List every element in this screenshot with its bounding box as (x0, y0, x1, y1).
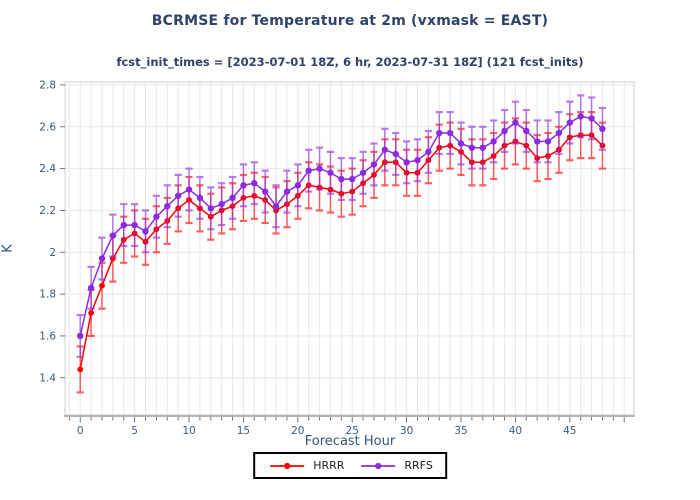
svg-text:5: 5 (131, 425, 138, 437)
legend-label-rrfs: RRFS (404, 459, 433, 472)
svg-text:2.2: 2.2 (39, 205, 56, 217)
series-rrfs (76, 94, 607, 358)
legend-swatch-hrrr-icon (270, 462, 305, 469)
svg-text:45: 45 (563, 425, 576, 437)
svg-text:40: 40 (509, 425, 522, 437)
markers-rrfs (77, 113, 606, 340)
axis-ticks (60, 84, 625, 423)
svg-text:10: 10 (182, 425, 195, 437)
legend-item-hrrr: HRRR (267, 459, 344, 472)
svg-text:1.4: 1.4 (39, 372, 56, 384)
svg-text:15: 15 (237, 425, 250, 437)
svg-text:30: 30 (400, 425, 413, 437)
svg-text:2: 2 (49, 247, 56, 259)
legend-swatch-rrfs-icon (361, 462, 396, 469)
x-axis-label: Forecast Hour (304, 434, 396, 449)
svg-text:1.6: 1.6 (39, 330, 56, 342)
tick-labels: 0 5 10 15 20 25 30 35 40 45 1.4 1.6 1.8 2 2.2 2.4 2.6 2.8 (39, 79, 576, 437)
svg-text:0: 0 (77, 425, 84, 437)
chart-subtitle: fcst_init_times = [2023-07-01 18Z, 6 hr,… (116, 55, 584, 69)
svg-text:1.8: 1.8 (39, 289, 56, 301)
svg-text:35: 35 (454, 425, 467, 437)
svg-text:2.8: 2.8 (39, 79, 56, 91)
y-axis-label: K (0, 244, 16, 253)
svg-text:25: 25 (346, 425, 359, 437)
legend: HRRR RRFS (253, 452, 447, 479)
legend-label-hrrr: HRRR (313, 459, 345, 472)
svg-text:20: 20 (291, 425, 304, 437)
svg-text:2.4: 2.4 (39, 163, 56, 175)
legend-item-rrfs: RRFS (358, 459, 433, 472)
chart-title: BCRMSE for Temperature at 2m (vxmask = E… (151, 13, 549, 29)
svg-text:2.6: 2.6 (39, 121, 56, 133)
